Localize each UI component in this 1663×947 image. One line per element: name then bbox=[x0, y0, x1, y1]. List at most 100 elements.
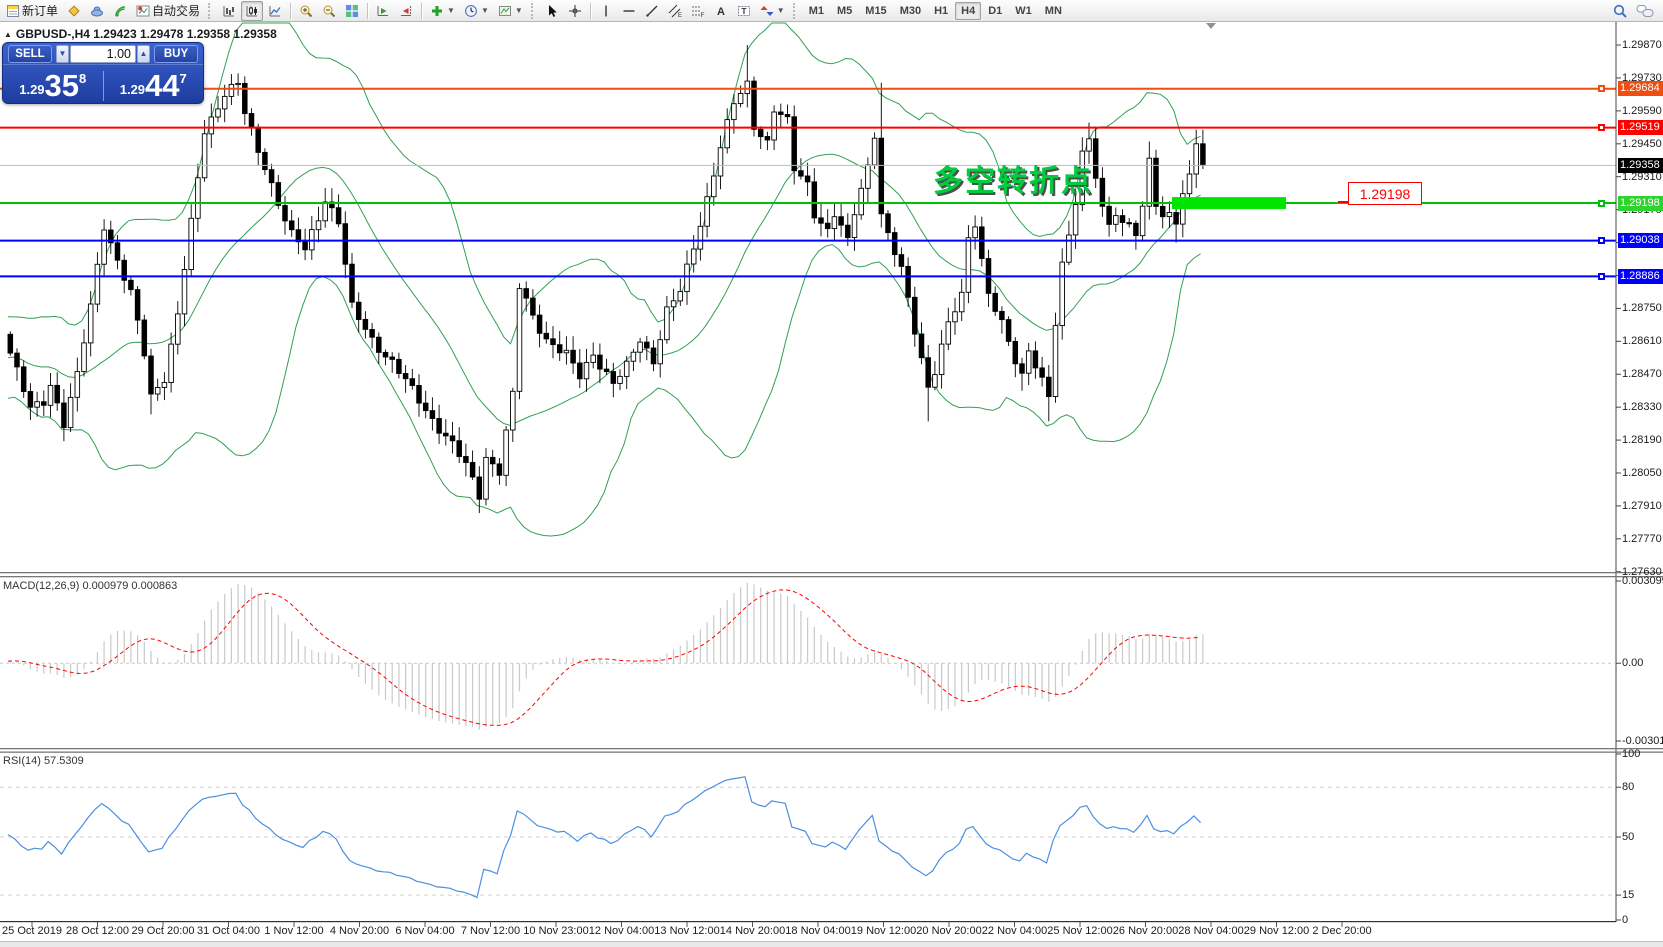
timeframe-h4-button[interactable]: H4 bbox=[955, 1, 982, 20]
timeframe-h1-button[interactable]: H1 bbox=[934, 4, 949, 17]
toolbar-separator bbox=[589, 2, 591, 19]
new-order-button[interactable]: 新订单 bbox=[2, 1, 62, 21]
trend-line-button[interactable] bbox=[641, 1, 663, 21]
macd-axis-label: 0.00 bbox=[1622, 657, 1644, 670]
timeframe-m5-button[interactable]: M5 bbox=[837, 4, 853, 17]
arrows-icon bbox=[760, 4, 774, 18]
price-axis-label: 1.27770 bbox=[1622, 532, 1662, 545]
chat-icon bbox=[1636, 4, 1654, 18]
vertical-line-button[interactable] bbox=[595, 1, 617, 21]
one-click-trading-panel: SELL ▼ ▲ BUY 1.29 35 8 1.29 44 7 bbox=[2, 42, 204, 104]
annotation-text[interactable]: 多空转折点 bbox=[933, 165, 1093, 198]
buy-button[interactable]: BUY bbox=[154, 45, 198, 63]
text-label-icon: T bbox=[737, 4, 751, 18]
cursor-button[interactable] bbox=[541, 1, 563, 21]
zoom-in-button[interactable] bbox=[295, 1, 317, 21]
level-line-handle[interactable] bbox=[1598, 199, 1605, 207]
tile-windows-icon bbox=[345, 4, 359, 18]
auto-scroll-button[interactable] bbox=[372, 1, 394, 21]
volume-input[interactable] bbox=[70, 45, 136, 63]
time-axis-label: 10 Nov 23:00 bbox=[523, 925, 589, 937]
level-line-handle[interactable] bbox=[1598, 124, 1605, 132]
periods-icon bbox=[464, 4, 478, 18]
publish-button[interactable] bbox=[86, 1, 108, 21]
buy-price-big: 44 bbox=[145, 68, 180, 104]
timeframe-w1-button[interactable]: W1 bbox=[1015, 4, 1032, 17]
time-axis-label: 14 Nov 20:00 bbox=[719, 925, 786, 937]
timeframe-m15-button[interactable]: M15 bbox=[865, 4, 887, 17]
price-axis-label: 1.28050 bbox=[1622, 467, 1662, 479]
toolbar-right bbox=[1608, 1, 1661, 21]
fibonacci-button[interactable]: F bbox=[687, 1, 709, 21]
chart-shift-button[interactable] bbox=[395, 1, 417, 21]
profile-icon bbox=[67, 4, 81, 18]
time-axis-label: 13 Nov 12:00 bbox=[654, 925, 720, 937]
price-callout[interactable]: 1.29198 bbox=[1348, 182, 1422, 205]
profile-button[interactable] bbox=[63, 1, 85, 21]
svg-text:T: T bbox=[741, 6, 747, 16]
candle-chart-button[interactable] bbox=[241, 0, 264, 21]
price-axis-label: 1.27910 bbox=[1622, 499, 1662, 512]
periods-button[interactable]: ▼ bbox=[460, 1, 493, 21]
price-tag: 1.29038 bbox=[1618, 233, 1663, 249]
tile-windows-button[interactable] bbox=[341, 1, 363, 21]
timeframe-d1-button[interactable]: D1 bbox=[988, 4, 1003, 17]
line-chart-icon bbox=[268, 4, 282, 18]
auto-trading-button[interactable]: 自动交易 bbox=[132, 1, 204, 21]
new-order-label: 新订单 bbox=[22, 4, 59, 18]
search-button[interactable] bbox=[1608, 1, 1632, 21]
sell-price[interactable]: 1.29 35 8 bbox=[3, 70, 103, 103]
equidistant-channel-button[interactable]: E bbox=[664, 1, 686, 21]
volume-decrease-button[interactable]: ▼ bbox=[56, 45, 69, 63]
candles bbox=[7, 45, 1206, 514]
vertical-line-icon bbox=[599, 4, 613, 18]
sell-button[interactable]: SELL bbox=[8, 45, 52, 63]
toolbar-grip bbox=[208, 2, 213, 19]
sell-price-sup: 8 bbox=[79, 71, 87, 86]
fibonacci-icon: F bbox=[691, 4, 705, 18]
time-axis-label: 25 Nov 12:00 bbox=[1047, 925, 1113, 937]
indicators-button[interactable]: ▼ bbox=[426, 1, 459, 21]
volume-stepper: ▼ ▲ bbox=[56, 45, 150, 63]
level-line-handle[interactable] bbox=[1598, 272, 1605, 280]
chevron-down-icon: ▼ bbox=[514, 6, 523, 15]
rsi-axis-label: 80 bbox=[1622, 781, 1635, 794]
crosshair-button[interactable] bbox=[564, 1, 586, 21]
timeframe-mn-button[interactable]: MN bbox=[1044, 4, 1062, 17]
chevron-down-icon: ▼ bbox=[776, 6, 785, 15]
new-order-icon bbox=[6, 4, 20, 18]
search-icon bbox=[1612, 3, 1628, 19]
toolbar-separator bbox=[421, 2, 423, 19]
line-chart-button[interactable] bbox=[264, 1, 286, 21]
arrows-button[interactable]: ▼ bbox=[756, 1, 789, 21]
price-tag: 1.29684 bbox=[1618, 81, 1663, 97]
rsi-line bbox=[7, 776, 1202, 899]
text-button[interactable]: A bbox=[710, 1, 732, 21]
signals-button[interactable] bbox=[109, 1, 131, 21]
equidistant-channel-icon: E bbox=[668, 4, 682, 18]
templates-button[interactable]: ▼ bbox=[494, 1, 527, 21]
chart-title: ▲ GBPUSD-,H4 1.29423 1.29478 1.29358 1.2… bbox=[4, 27, 277, 41]
time-axis-label: 26 Nov 20:00 bbox=[1112, 925, 1179, 937]
timeframe-m1-button[interactable]: M1 bbox=[808, 4, 824, 17]
trend-line-icon bbox=[645, 4, 659, 18]
chat-button[interactable] bbox=[1632, 1, 1658, 21]
toolbar-separator bbox=[290, 2, 292, 19]
horizontal-line-button[interactable] bbox=[618, 1, 640, 21]
zoom-out-button[interactable] bbox=[318, 1, 340, 21]
price-axis-label: 1.28750 bbox=[1622, 302, 1662, 315]
collapse-panel-icon[interactable]: ▲ bbox=[4, 29, 12, 39]
volume-increase-button[interactable]: ▲ bbox=[137, 45, 150, 63]
text-label-button[interactable]: T bbox=[733, 1, 755, 21]
chart-shift-marker[interactable] bbox=[1206, 23, 1216, 29]
level-line-handle[interactable] bbox=[1598, 85, 1605, 93]
time-axis-label: 31 Oct 04:00 bbox=[197, 925, 260, 937]
bar-chart-button[interactable] bbox=[218, 1, 240, 21]
zoom-in-icon bbox=[299, 4, 313, 18]
timeframe-m30-button[interactable]: M30 bbox=[899, 4, 922, 17]
highlight-zone[interactable] bbox=[1172, 197, 1286, 210]
buy-price[interactable]: 1.29 44 7 bbox=[104, 68, 204, 104]
triangle-down-icon: ▼ bbox=[58, 49, 67, 58]
level-line-handle[interactable] bbox=[1598, 237, 1605, 245]
